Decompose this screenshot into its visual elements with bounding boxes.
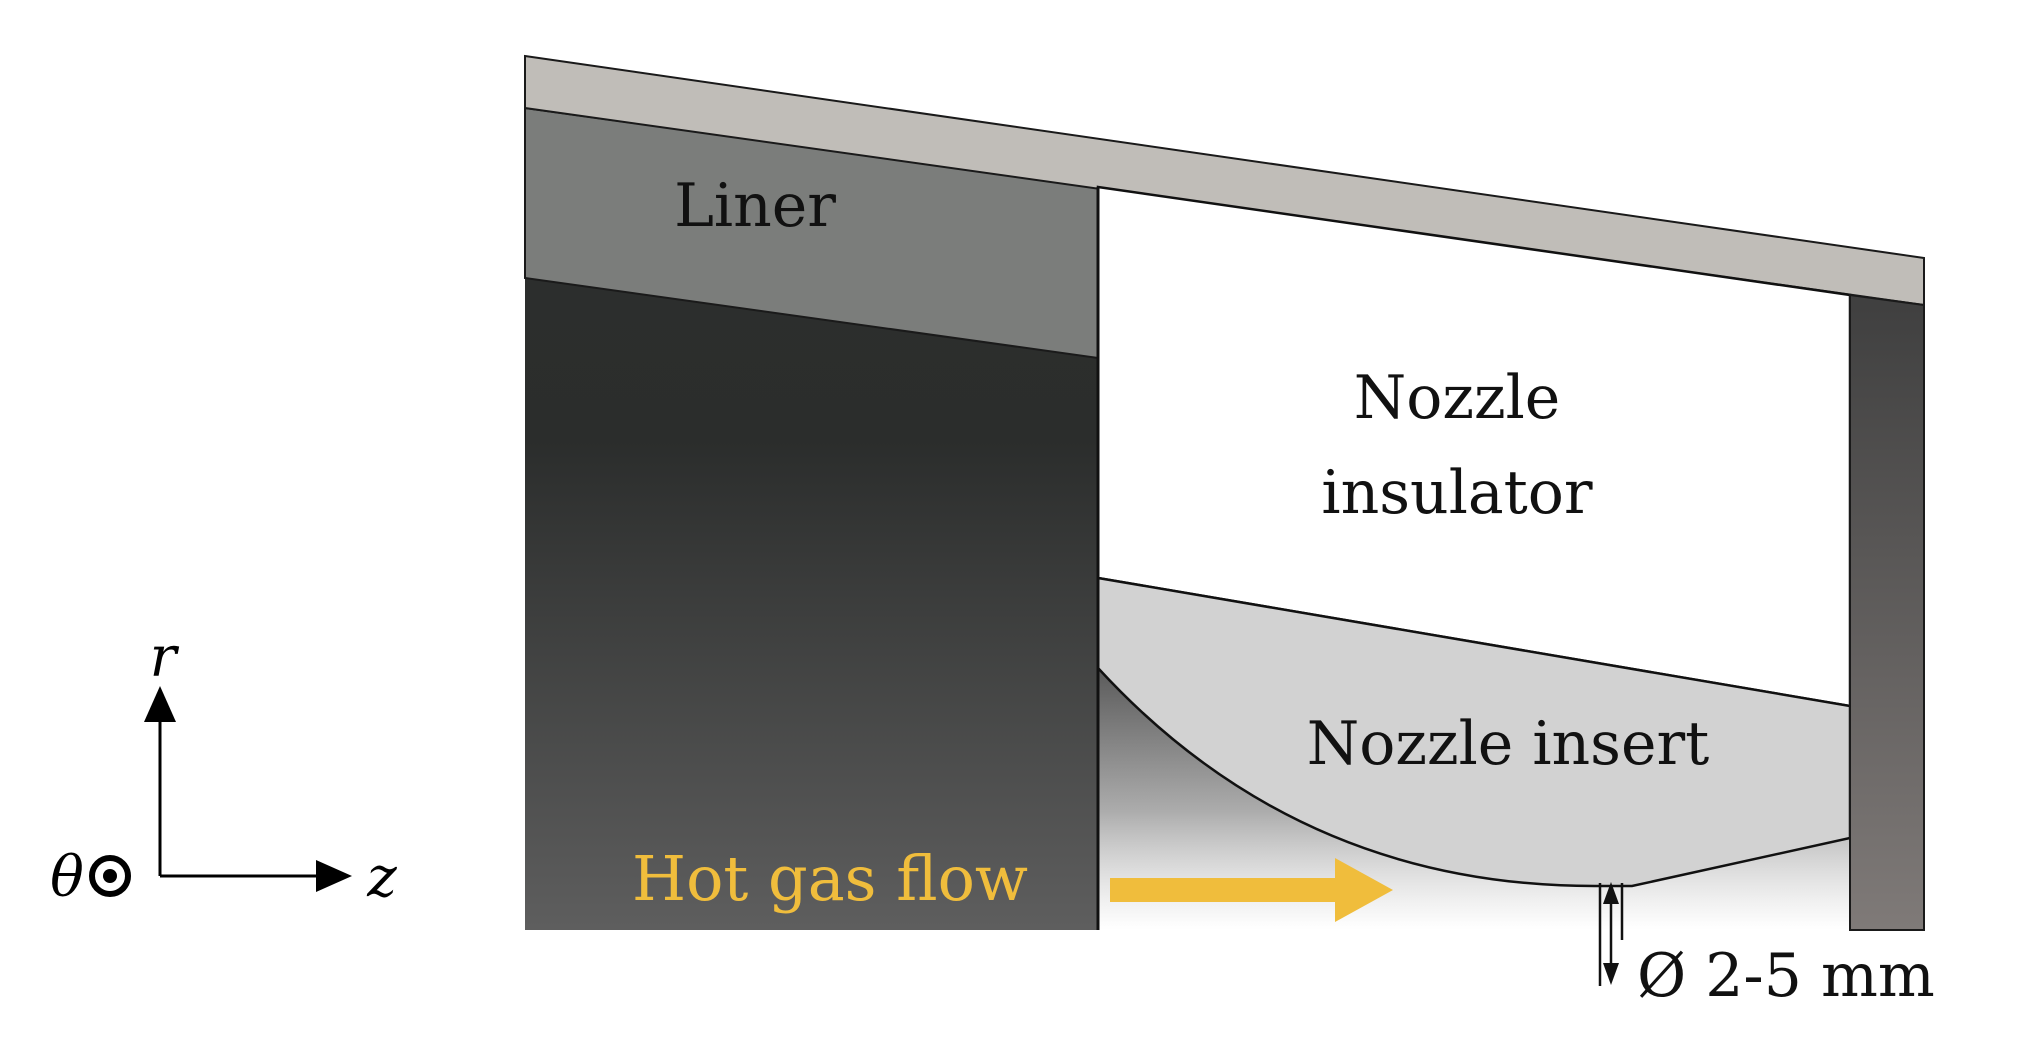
nozzle-flow-channel-shade: [1098, 668, 1850, 930]
liner-label: Liner: [674, 171, 836, 241]
coordinate-axes: [89, 686, 352, 897]
r-axis-arrowhead: [144, 686, 176, 722]
rear-wall: [1849, 293, 1925, 931]
diameter-label: Ø 2-5 mm: [1637, 941, 1935, 1011]
combustion-chamber: [525, 278, 1098, 930]
z-axis-arrowhead: [316, 860, 352, 892]
nozzle-insulator-label-line1: Nozzle: [1354, 363, 1561, 433]
nozzle-insulator-label-line2: insulator: [1321, 458, 1592, 528]
r-axis-label: r: [150, 625, 180, 690]
hot-gas-flow-arrow: [1110, 858, 1393, 922]
nozzle-insert-label: Nozzle insert: [1307, 709, 1710, 779]
throat-diameter-marker: [1598, 882, 1624, 986]
hot-gas-flow-label: Hot gas flow: [632, 842, 1028, 915]
z-axis-label: z: [366, 845, 397, 910]
theta-dot-icon: [103, 869, 117, 883]
nozzle-insert-region: [1096, 576, 1852, 888]
theta-axis-label: θ: [50, 845, 84, 910]
